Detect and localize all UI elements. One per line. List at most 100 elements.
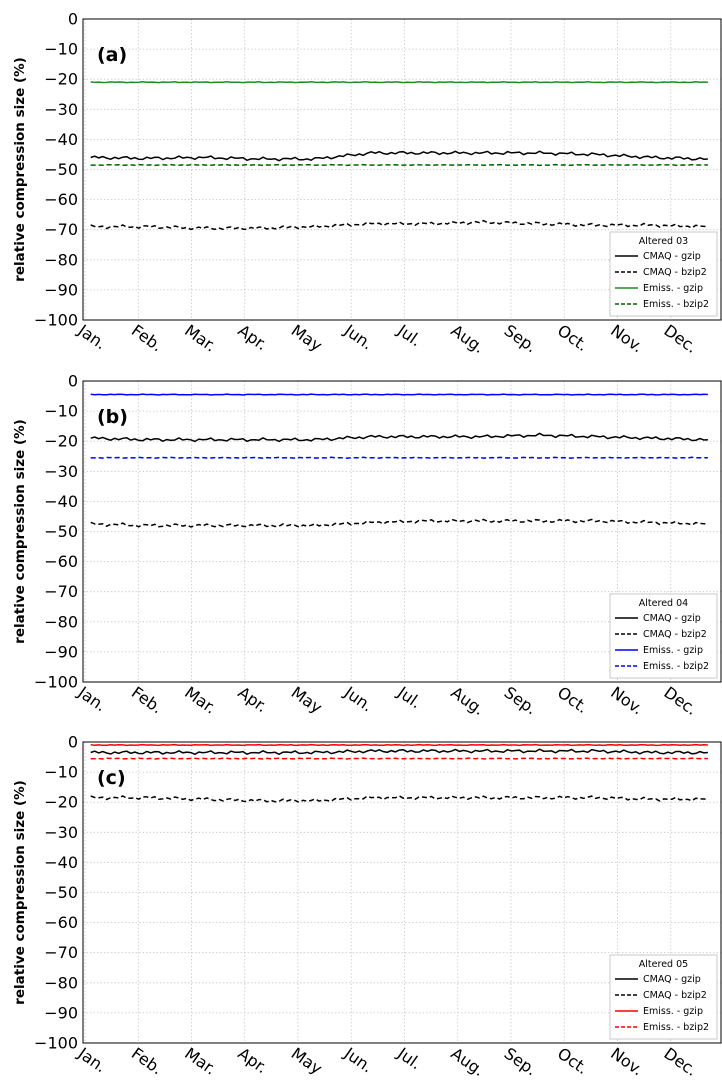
x-tick-label: Apr.: [234, 1044, 271, 1078]
x-tick-label: Jan.: [74, 1043, 110, 1076]
y-tick-label: 0: [68, 372, 78, 391]
y-tick-label: 0: [68, 10, 78, 29]
legend-title: Altered 05: [639, 959, 688, 970]
legend-entry: Emiss. - gzip: [643, 1006, 703, 1017]
legend-entry: CMAQ - bzip2: [643, 267, 707, 278]
axes-frame: [82, 741, 722, 1044]
y-tick-label: −40: [44, 492, 78, 511]
x-tick-label: Jul.: [393, 1043, 425, 1073]
x-tick-label: Apr.: [234, 321, 271, 355]
y-tick-label: −40: [44, 130, 78, 149]
y-tick-label: −20: [44, 432, 78, 451]
x-tick-label: May: [288, 1044, 326, 1079]
legend-entry: CMAQ - gzip: [643, 974, 701, 985]
y-tick-label: 0: [68, 733, 78, 752]
x-tick-label: Sep.: [501, 683, 541, 719]
x-tick-label: Jun.: [340, 1043, 376, 1076]
y-tick-label: −60: [44, 552, 78, 571]
x-tick-label: Mar.: [181, 1044, 220, 1079]
x-tick-label: Oct.: [554, 683, 592, 717]
y-tick-label: −50: [44, 883, 78, 902]
x-tick-label: Aug.: [447, 1044, 488, 1080]
x-tick-label: Aug.: [447, 321, 488, 357]
y-tick-label: −90: [44, 642, 78, 661]
y-tick-label: −30: [44, 100, 78, 119]
y-axis-label: relative compression size (%): [12, 419, 28, 644]
y-tick-label: −50: [44, 160, 78, 179]
series-line: [90, 150, 708, 162]
x-tick-label: Jun.: [340, 320, 376, 353]
y-axis-label: relative compression size (%): [12, 780, 28, 1005]
series-line: [90, 163, 708, 167]
x-tick-label: Oct.: [554, 1044, 592, 1078]
x-tick-label: May: [288, 321, 326, 356]
y-tick-label: −10: [44, 402, 78, 421]
y-tick-label: −60: [44, 913, 78, 932]
x-tick-label: Aug.: [447, 683, 488, 719]
x-tick-label: Nov.: [607, 321, 647, 357]
legend-box: [609, 954, 718, 1040]
y-tick-label: −70: [44, 220, 78, 239]
x-tick-label: Dec.: [660, 321, 700, 357]
y-tick-label: −10: [44, 40, 78, 59]
x-tick-label: Dec.: [660, 1044, 700, 1080]
panel-label: (b): [97, 406, 128, 428]
x-tick-label: Sep.: [501, 1044, 541, 1080]
x-tick-label: Mar.: [181, 321, 220, 356]
series-line: [90, 456, 708, 459]
y-tick-label: −30: [44, 462, 78, 481]
legend-entry: Emiss. - gzip: [643, 645, 703, 656]
x-tick-label: Nov.: [607, 1044, 647, 1080]
x-tick-label: Feb.: [128, 683, 166, 718]
x-tick-label: Dec.: [660, 683, 700, 719]
y-tick-label: −30: [44, 823, 78, 842]
x-tick-label: May: [288, 683, 326, 718]
x-tick-label: Jan.: [74, 320, 110, 353]
legend-box: [609, 231, 718, 317]
series-line: [90, 795, 708, 804]
series-line: [90, 743, 708, 747]
y-tick-label: −100: [34, 1034, 78, 1053]
series-line: [90, 81, 708, 84]
y-tick-label: −80: [44, 250, 78, 269]
x-tick-label: Feb.: [128, 1044, 166, 1079]
legend-entry: CMAQ - gzip: [643, 613, 701, 624]
x-tick-label: Apr.: [234, 683, 271, 717]
legend-entry: CMAQ - bzip2: [643, 990, 707, 1001]
x-tick-label: Jul.: [393, 682, 425, 712]
legend-entry: Emiss. - bzip2: [643, 661, 709, 672]
legend-entry: CMAQ - gzip: [643, 251, 701, 262]
series-line: [90, 393, 708, 396]
legend-entry: Emiss. - bzip2: [643, 299, 709, 310]
series-line: [90, 757, 708, 760]
y-tick-label: −80: [44, 612, 78, 631]
y-tick-label: −40: [44, 853, 78, 872]
legend-entry: CMAQ - bzip2: [643, 629, 707, 640]
y-tick-label: −10: [44, 763, 78, 782]
y-tick-label: −90: [44, 280, 78, 299]
x-tick-label: Mar.: [181, 683, 220, 718]
y-axis-label: relative compression size (%): [12, 57, 28, 282]
y-tick-label: −70: [44, 943, 78, 962]
x-tick-label: Oct.: [554, 321, 592, 355]
y-tick-label: −20: [44, 70, 78, 89]
y-tick-label: −20: [44, 793, 78, 812]
x-tick-label: Sep.: [501, 321, 541, 357]
y-tick-label: −100: [34, 311, 78, 330]
legend-entry: Emiss. - gzip: [643, 283, 703, 294]
panel-label: (a): [97, 44, 127, 66]
axes-frame: [82, 380, 722, 683]
legend-title: Altered 04: [639, 598, 688, 609]
x-tick-label: Nov.: [607, 683, 647, 719]
y-tick-label: −60: [44, 190, 78, 209]
series-line: [90, 748, 708, 756]
x-tick-label: Jan.: [74, 682, 110, 715]
legend-box: [609, 593, 718, 679]
series-line: [90, 518, 708, 528]
y-tick-label: −80: [44, 973, 78, 992]
y-tick-label: −90: [44, 1003, 78, 1022]
x-tick-label: Feb.: [128, 321, 166, 356]
series-line: [90, 219, 708, 231]
y-tick-label: −70: [44, 582, 78, 601]
